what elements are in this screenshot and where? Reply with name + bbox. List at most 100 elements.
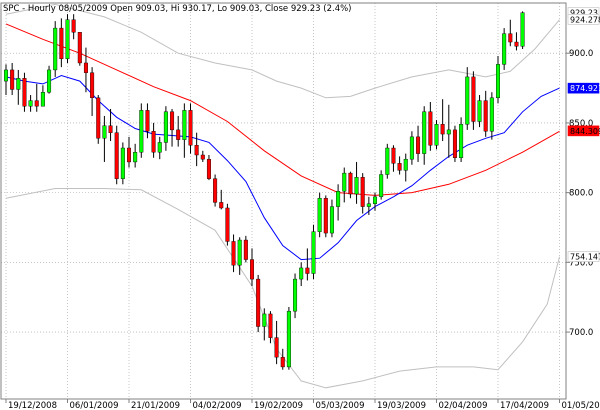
candle-body — [465, 76, 470, 125]
x-tick-label: 05/03/2009 — [316, 401, 365, 410]
candle-body — [299, 267, 304, 280]
candle-down — [77, 32, 82, 66]
y-tick-label: 900.0 — [569, 49, 593, 59]
candle-body — [10, 69, 15, 90]
candle-down — [206, 154, 211, 181]
candle-down — [274, 320, 279, 365]
last-value-label-bg — [567, 125, 600, 137]
candle-up — [409, 131, 414, 165]
candle-body — [471, 76, 476, 122]
candle-down — [22, 72, 27, 112]
candle-up — [182, 103, 187, 158]
candle-body — [293, 278, 298, 312]
candle-body — [483, 100, 488, 132]
candle-down — [59, 18, 64, 68]
candle-up — [40, 85, 45, 107]
candle-up — [489, 92, 494, 140]
candle-up — [459, 117, 464, 162]
last-value-label-text: 929.23 — [570, 8, 598, 17]
candle-body — [53, 27, 58, 71]
candle-body — [126, 147, 131, 163]
candle-up — [133, 143, 138, 168]
candle-body — [176, 129, 181, 140]
candle-up — [446, 104, 451, 158]
candle-up — [139, 103, 144, 158]
last-value-label-text: 874.921 — [570, 84, 600, 93]
candle-body — [317, 198, 322, 232]
x-tick-label: 19/03/2009 — [377, 401, 426, 410]
x-tick-label: 06/01/2009 — [70, 401, 119, 410]
candle-body — [452, 129, 457, 158]
candle-down — [360, 173, 365, 214]
candle-body — [385, 147, 390, 175]
candle-body — [489, 97, 494, 132]
candle-body — [28, 100, 33, 107]
candle-down — [71, 14, 76, 40]
candle-up — [329, 199, 334, 238]
candle-body — [40, 92, 45, 107]
candle-body — [403, 158, 408, 171]
candle-up — [28, 95, 33, 112]
candle-up — [342, 167, 347, 203]
candle-body — [397, 163, 402, 171]
candle-body — [416, 136, 421, 154]
candle-body — [182, 110, 187, 140]
candle-body — [342, 172, 347, 192]
x-tick-label: 02/04/2009 — [439, 401, 488, 410]
candle-up — [311, 224, 316, 280]
candle-body — [157, 142, 162, 153]
last-value-label-text: 754.147 — [570, 253, 600, 262]
slow-ma-line — [5, 23, 560, 196]
grid — [1, 3, 566, 399]
candle-body — [16, 78, 21, 90]
candle-up — [262, 308, 267, 341]
candle-up — [157, 136, 162, 160]
candle-down — [231, 234, 236, 273]
candle-body — [502, 33, 507, 65]
candle-up — [65, 14, 70, 63]
candle-body — [200, 154, 205, 160]
candle-body — [391, 147, 396, 164]
candle-down — [452, 125, 457, 162]
candle-down — [305, 248, 310, 281]
last-value-label-bg — [567, 14, 600, 25]
plot-frame — [0, 2, 567, 400]
candle-down — [200, 150, 205, 162]
candle-up — [373, 192, 378, 211]
candle-body — [329, 206, 334, 234]
candle-down — [213, 174, 218, 207]
candle-body — [71, 19, 76, 33]
x-tick-label: 21/01/2009 — [131, 401, 180, 410]
candle-body — [77, 32, 82, 64]
candle-up — [237, 237, 242, 275]
candle-body — [145, 110, 150, 132]
x-tick-label: 19/12/2008 — [8, 401, 57, 410]
candle-body — [256, 278, 261, 327]
candle-body — [194, 145, 199, 156]
candle-body — [243, 239, 248, 260]
candle-body — [249, 259, 254, 280]
y-tick-label: 700.0 — [569, 328, 593, 338]
candle-body — [366, 203, 371, 207]
candle-body — [323, 198, 328, 234]
candle-body — [219, 202, 224, 209]
candle-down — [428, 102, 433, 151]
candle-body — [508, 33, 513, 43]
y-axis: 700.0 750.0 800.0 850.0 900.0 — [566, 49, 593, 338]
candle-body — [3, 69, 8, 82]
y-tick-label: 850.0 — [569, 119, 593, 129]
candle-body — [496, 64, 501, 99]
candle-body — [139, 110, 144, 153]
last-value-label: 844.309 — [567, 125, 600, 137]
bollinger-bands — [5, 3, 560, 389]
candle-up — [102, 115, 107, 162]
candle-body — [286, 310, 291, 368]
candle-body — [22, 78, 27, 107]
candle-body — [262, 313, 267, 327]
candle-down — [145, 103, 150, 139]
candle-down — [90, 67, 95, 116]
candle-body — [520, 12, 525, 47]
chart-header: SPC - Hourly 08/05/2009 Open 909.03, Hi … — [3, 4, 352, 14]
candle-body — [120, 147, 125, 179]
